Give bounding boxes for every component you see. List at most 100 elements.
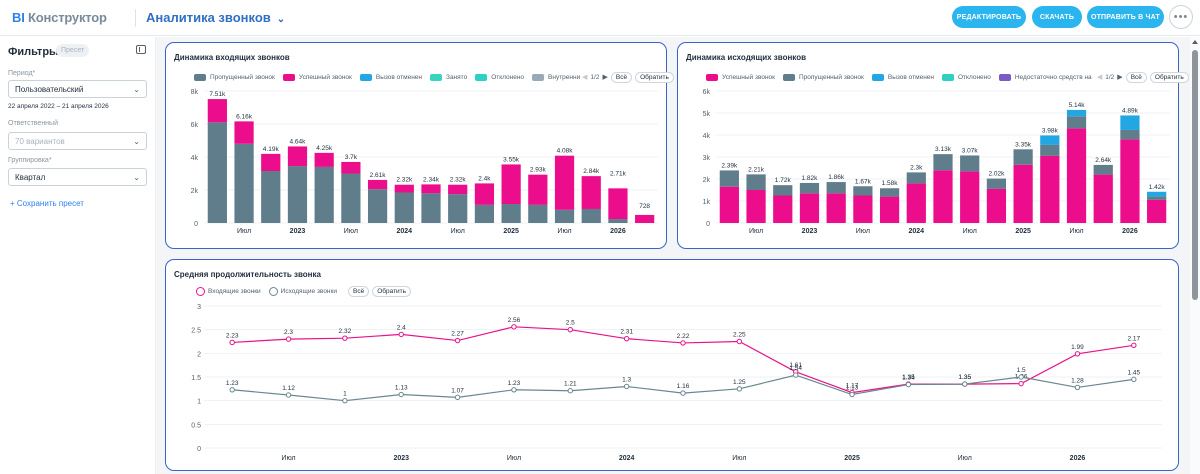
bar-total-label: 5.14k xyxy=(1069,102,1086,109)
bar-total-label: 2.64k xyxy=(1095,157,1112,164)
bar-segment xyxy=(826,193,846,223)
legend-invert-button[interactable]: Обратить xyxy=(635,71,674,83)
legend-item[interactable]: Вызов отменен xyxy=(871,73,934,81)
y-tick-label: 2.5 xyxy=(191,328,201,335)
legend-prev-icon[interactable]: ◀ xyxy=(1096,74,1103,81)
bar-segment xyxy=(608,188,628,220)
bar-segment xyxy=(421,184,441,194)
bar-total-label: 4.25k xyxy=(316,145,333,152)
legend-item[interactable]: Пропущенный звонок xyxy=(783,73,864,81)
y-tick-label: 3k xyxy=(703,155,711,162)
chart-title: Средняя продолжительность звонка xyxy=(174,270,321,279)
period-select[interactable]: Пользовательский ⌄ xyxy=(8,80,147,98)
bar-total-label: 2.32k xyxy=(396,177,413,184)
filters-title: Фильтры xyxy=(8,46,59,58)
chart-title: Динамика исходящих звонков xyxy=(686,53,806,62)
bar-segment xyxy=(719,170,739,187)
legend-item[interactable]: Исходящие звонки xyxy=(268,286,337,296)
bar-segment xyxy=(986,178,1007,189)
legend-next-icon[interactable]: ▶ xyxy=(1117,74,1123,81)
data-label: 2.23 xyxy=(226,332,239,339)
edit-button[interactable]: РЕДАКТИРОВАТЬ xyxy=(952,6,1026,28)
legend-item[interactable]: Успешный звонок xyxy=(706,73,775,81)
scroll-thumb[interactable] xyxy=(1192,50,1198,300)
bar-segment xyxy=(879,188,900,197)
bar-segment xyxy=(394,192,414,223)
x-tick-label: 2023 xyxy=(290,228,306,235)
legend-swatch xyxy=(430,73,443,81)
collapse-sidebar-icon[interactable] xyxy=(136,45,146,54)
legend-item[interactable]: Вызов отменен xyxy=(359,73,422,81)
y-tick-label: 1k xyxy=(703,199,711,206)
app-logo[interactable]: BI Конструктор xyxy=(12,10,107,25)
bar-segment xyxy=(554,155,575,210)
legend-item[interactable]: Занято xyxy=(430,73,467,81)
bar-segment xyxy=(746,190,766,223)
download-button[interactable]: СКАЧАТЬ xyxy=(1032,6,1082,28)
legend-item[interactable]: Внутренний xyxy=(532,73,580,81)
data-label: 1.28 xyxy=(1071,377,1084,384)
y-tick-label: 5k xyxy=(703,111,711,118)
chevron-down-icon: ⌄ xyxy=(133,84,140,94)
legend-swatch xyxy=(998,73,1011,81)
data-label: 1.13 xyxy=(395,385,408,392)
y-tick-label: 2k xyxy=(703,177,711,184)
data-point xyxy=(962,381,968,387)
period-value: Пользовательский xyxy=(15,84,84,94)
legend-item[interactable]: Успешный звонок xyxy=(282,73,352,81)
avg-duration-chart: 0 0.5 1 1.5 2 2.5 3 2.23 2.3 2.32 2.4 2.27 2.56 2.5 2.… xyxy=(191,304,1162,462)
legend-item[interactable]: Недостаточно средств на xyxy=(998,73,1095,81)
period-label: Период* xyxy=(8,70,36,77)
data-point xyxy=(398,391,404,398)
more-options-button[interactable]: ••• xyxy=(1169,5,1193,29)
bar-segment xyxy=(1120,115,1140,130)
legend-item[interactable]: Пропущенный звонок xyxy=(194,73,275,81)
more-icon: ••• xyxy=(1173,11,1189,23)
save-preset-link[interactable]: + Сохранить пресет xyxy=(10,199,84,208)
bar-segment xyxy=(314,166,334,223)
bar-segment xyxy=(1066,116,1087,129)
legend-all-button[interactable]: Всё xyxy=(348,285,370,297)
legend-item[interactable]: Отклонено xyxy=(942,73,991,81)
legend-next-icon[interactable]: ▶ xyxy=(602,74,608,81)
bar-segment xyxy=(448,184,468,195)
x-tick-label: Июл xyxy=(732,455,746,462)
responsible-select[interactable]: 70 вариантов ⌄ xyxy=(8,132,147,150)
bar-segment xyxy=(581,176,601,209)
legend-item[interactable]: Входящие звонки xyxy=(196,286,261,296)
bar-segment xyxy=(394,184,414,193)
bar-total-label: 3.55k xyxy=(503,156,520,163)
legend-marker xyxy=(268,286,278,296)
y-tick-label: 6k xyxy=(703,89,711,96)
y-tick-label: 4k xyxy=(703,133,711,140)
bar-segment xyxy=(501,164,521,205)
bar-total-label: 2.21k xyxy=(748,166,765,173)
bar-segment xyxy=(554,209,575,223)
preset-badge[interactable]: Пресет xyxy=(56,44,90,57)
legend-swatch xyxy=(359,73,372,81)
data-label: 2.4 xyxy=(397,324,406,331)
bar-segment xyxy=(746,174,766,190)
bar-segment xyxy=(287,146,308,167)
grouping-label: Группировка* xyxy=(8,157,52,164)
y-tick-label: 0 xyxy=(706,221,710,228)
x-tick-label: Июл xyxy=(281,455,295,462)
x-tick-label: 2024 xyxy=(397,228,413,235)
x-tick-label: 2024 xyxy=(619,455,635,462)
legend-swatch xyxy=(871,73,884,81)
legend-invert-button[interactable]: Обратить xyxy=(1149,71,1189,83)
grouping-select[interactable]: Квартал ⌄ xyxy=(8,168,147,186)
legend-all-button[interactable]: Всё xyxy=(610,71,633,83)
dashboard-title-dropdown[interactable]: Аналитика звонков ⌄ xyxy=(146,10,285,25)
bar-segment xyxy=(960,171,980,223)
bar-segment xyxy=(1040,155,1060,223)
scroll-up-icon[interactable] xyxy=(1192,40,1198,44)
responsible-label: Ответственный xyxy=(8,120,58,127)
legend-prev-icon[interactable]: ◀ xyxy=(582,74,588,81)
data-label: 1.25 xyxy=(733,379,746,386)
send-to-chat-button[interactable]: ОТПРАВИТЬ В ЧАТ xyxy=(1087,6,1164,28)
bar-segment xyxy=(314,152,334,167)
legend-item[interactable]: Отклонено xyxy=(475,73,524,81)
legend-invert-button[interactable]: Обратить xyxy=(372,285,412,297)
legend-all-button[interactable]: Всё xyxy=(1125,71,1147,83)
